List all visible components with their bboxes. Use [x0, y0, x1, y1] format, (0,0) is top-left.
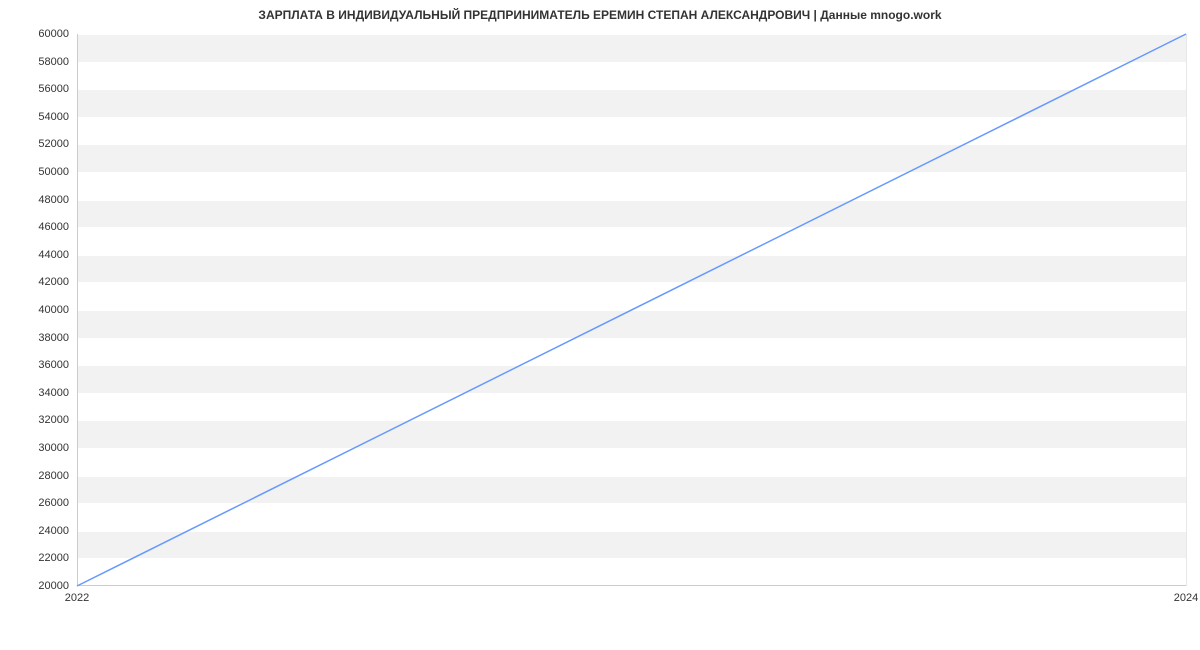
- y-tick-label: 38000: [29, 332, 69, 344]
- y-tick-label: 44000: [29, 249, 69, 261]
- y-tick-label: 52000: [29, 138, 69, 150]
- x-tick-label: 2022: [65, 592, 89, 604]
- y-tick-label: 56000: [29, 83, 69, 95]
- y-tick-label: 42000: [29, 276, 69, 288]
- y-tick-label: 40000: [29, 304, 69, 316]
- y-tick-label: 34000: [29, 387, 69, 399]
- y-tick-label: 20000: [29, 580, 69, 592]
- y-tick-label: 26000: [29, 497, 69, 509]
- x-tick-label: 2024: [1174, 592, 1198, 604]
- y-tick-label: 22000: [29, 552, 69, 564]
- y-gridline: [77, 586, 1186, 587]
- y-tick-label: 54000: [29, 111, 69, 123]
- chart-title: ЗАРПЛАТА В ИНДИВИДУАЛЬНЫЙ ПРЕДПРИНИМАТЕЛ…: [0, 8, 1200, 22]
- y-tick-label: 36000: [29, 359, 69, 371]
- y-tick-label: 50000: [29, 166, 69, 178]
- y-tick-label: 24000: [29, 525, 69, 537]
- y-tick-label: 60000: [29, 28, 69, 40]
- y-tick-label: 58000: [29, 56, 69, 68]
- plot-area: [77, 34, 1186, 586]
- series-line: [77, 34, 1186, 586]
- y-tick-label: 30000: [29, 442, 69, 454]
- y-tick-label: 32000: [29, 414, 69, 426]
- y-tick-label: 28000: [29, 470, 69, 482]
- y-tick-label: 48000: [29, 194, 69, 206]
- series-layer: [77, 34, 1186, 586]
- y-tick-label: 46000: [29, 221, 69, 233]
- chart-container: ЗАРПЛАТА В ИНДИВИДУАЛЬНЫЙ ПРЕДПРИНИМАТЕЛ…: [0, 0, 1200, 650]
- x-gridline: [1186, 34, 1187, 586]
